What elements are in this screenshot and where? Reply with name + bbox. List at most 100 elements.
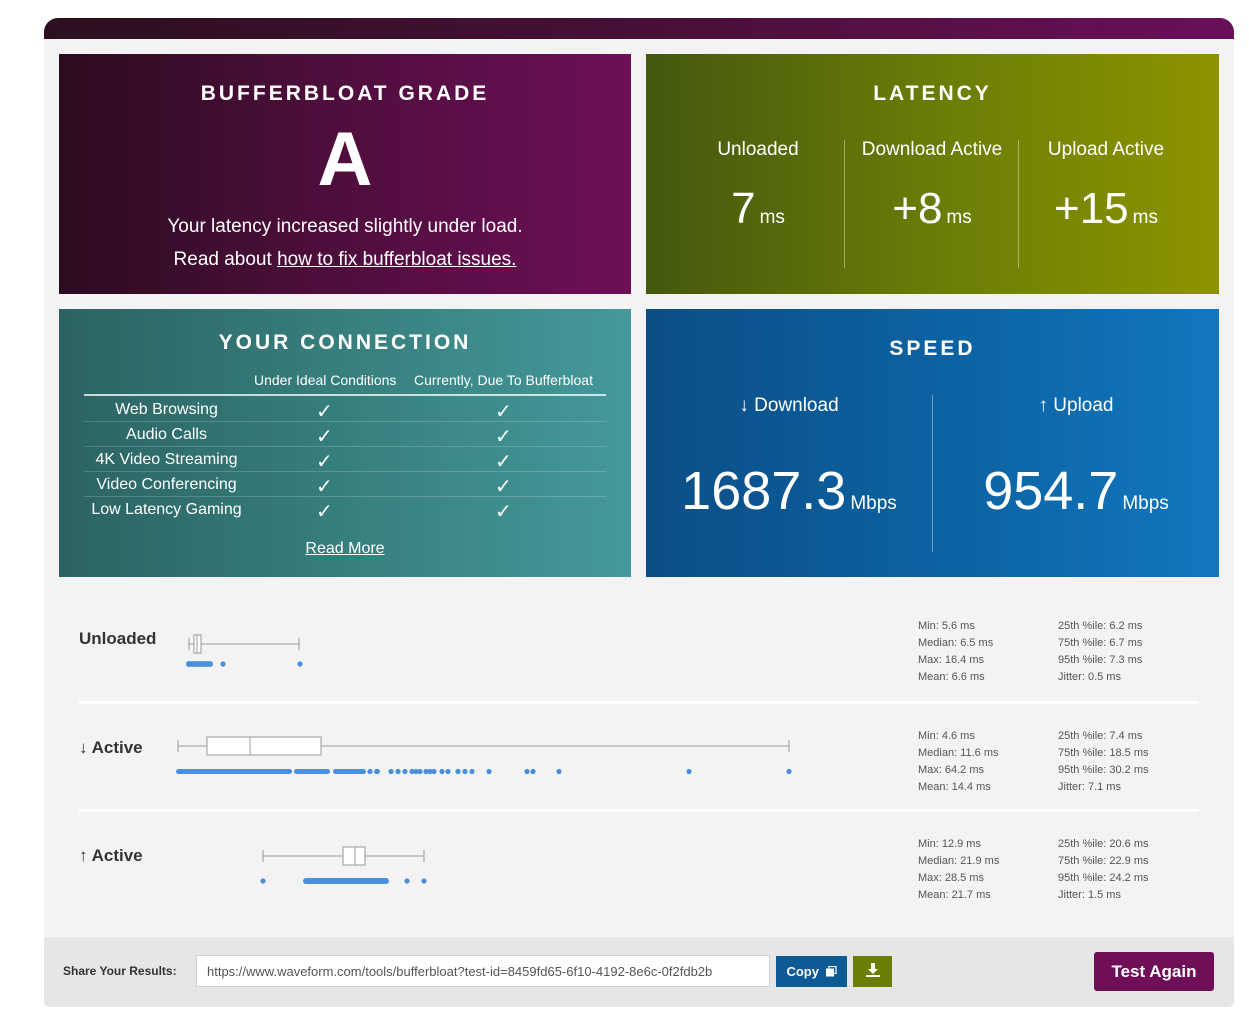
upload-active-section: ↑ Active Min: 12.9 ms Median: 21.9 ms Ma… bbox=[44, 832, 1234, 922]
section-divider bbox=[79, 701, 1199, 704]
stat-jitter: Jitter: 1.5 ms bbox=[1058, 889, 1121, 901]
latency-label: Unloaded bbox=[717, 139, 799, 160]
download-results-button[interactable] bbox=[853, 956, 892, 987]
check-icon: ✓ bbox=[495, 451, 512, 473]
download-active-section: ↓ Active Min: bbox=[44, 724, 1234, 809]
upload-unit: Mbps bbox=[1122, 493, 1169, 514]
check-icon: ✓ bbox=[316, 401, 333, 423]
upload-label: ↑ Upload bbox=[1038, 395, 1114, 416]
read-about-prefix: Read about bbox=[173, 249, 278, 270]
latency-value: +8 ms bbox=[845, 184, 1019, 234]
stat-mean: Mean: 6.6 ms bbox=[918, 671, 985, 683]
check-icon: ✓ bbox=[316, 426, 333, 448]
stat-min: Min: 12.9 ms bbox=[918, 838, 981, 850]
latency-label: Download Active bbox=[861, 139, 1003, 160]
speed-divider bbox=[932, 395, 933, 552]
latency-divider bbox=[1018, 140, 1019, 268]
test-again-button[interactable]: Test Again bbox=[1094, 952, 1214, 991]
connection-header-rule bbox=[84, 394, 606, 396]
check-icon: ✓ bbox=[316, 501, 333, 523]
latency-divider bbox=[844, 140, 845, 268]
section-title: Unloaded bbox=[79, 629, 157, 648]
unloaded-boxplot bbox=[186, 634, 303, 667]
fix-bufferbloat-link[interactable]: how to fix bufferbloat issues. bbox=[277, 249, 517, 270]
stat-p95: 95th %ile: 7.3 ms bbox=[1058, 654, 1143, 666]
speed-upload: ↑ Upload 954.7 Mbps bbox=[933, 395, 1219, 555]
download-unit: Mbps bbox=[850, 493, 897, 514]
connection-col-ideal: Under Ideal Conditions bbox=[254, 372, 397, 388]
grade-panel: BUFFERBLOAT GRADE A Your latency increas… bbox=[59, 54, 631, 294]
stat-jitter: Jitter: 7.1 ms bbox=[1058, 781, 1121, 793]
speed-panel: SPEED ↓ Download 1687.3 Mbps ↑ Upload 954… bbox=[646, 309, 1219, 577]
latency-unloaded: Unloaded 7 ms bbox=[671, 139, 845, 269]
connection-title: YOUR CONNECTION bbox=[218, 331, 472, 354]
stats-left: Min: 5.6 ms Median: 6.5 ms Max: 16.4 ms … bbox=[918, 618, 993, 686]
latency-value: 7 ms bbox=[671, 184, 845, 234]
read-more-link[interactable]: Read More bbox=[305, 540, 385, 557]
connection-row-label: Web Browsing bbox=[115, 401, 218, 418]
latency-title: LATENCY bbox=[873, 82, 992, 105]
grade-read-about: Read about how to fix bufferbloat issues… bbox=[59, 249, 631, 271]
stats-left: Min: 12.9 ms Median: 21.9 ms Max: 28.5 m… bbox=[918, 836, 999, 904]
download-value: 1687.3 Mbps bbox=[646, 460, 932, 522]
check-icon: ✓ bbox=[495, 426, 512, 448]
read-more: Read More bbox=[59, 540, 631, 558]
latency-unit: ms bbox=[946, 207, 972, 228]
stat-max: Max: 64.2 ms bbox=[918, 764, 985, 776]
stat-median: Median: 21.9 ms bbox=[918, 855, 1000, 867]
stat-mean: Mean: 14.4 ms bbox=[918, 781, 991, 793]
check-icon: ✓ bbox=[495, 401, 512, 423]
stat-p25: 25th %ile: 7.4 ms bbox=[1058, 730, 1143, 742]
grade-description: Your latency increased slightly under lo… bbox=[167, 216, 523, 237]
latency-number: +8 bbox=[892, 184, 943, 233]
copy-label: Copy bbox=[786, 964, 819, 979]
speed-download: ↓ Download 1687.3 Mbps bbox=[646, 395, 932, 555]
upload-value: 954.7 Mbps bbox=[933, 460, 1219, 522]
stat-mean: Mean: 21.7 ms bbox=[918, 889, 991, 901]
stat-median: Median: 6.5 ms bbox=[918, 637, 994, 649]
stat-min: Min: 4.6 ms bbox=[918, 730, 975, 742]
share-footer: Share Your Results: Copy Test Again bbox=[44, 937, 1234, 1007]
latency-unit: ms bbox=[759, 207, 785, 228]
latency-unit: ms bbox=[1132, 207, 1158, 228]
grade-letter: A bbox=[317, 117, 373, 202]
check-icon: ✓ bbox=[316, 476, 333, 498]
results-card: BUFFERBLOAT GRADE A Your latency increas… bbox=[44, 18, 1234, 1007]
stat-p95: 95th %ile: 30.2 ms bbox=[1058, 764, 1149, 776]
copy-button[interactable]: Copy bbox=[776, 956, 847, 987]
download-icon bbox=[865, 963, 880, 977]
connection-col-current: Currently, Due To Bufferbloat bbox=[414, 372, 593, 388]
stat-max: Max: 16.4 ms bbox=[918, 654, 985, 666]
stats-right: 25th %ile: 20.6 ms 75th %ile: 22.9 ms 95… bbox=[1058, 836, 1149, 904]
connection-row: Video Conferencing ✓ ✓ bbox=[84, 472, 606, 498]
top-accent-bar bbox=[44, 18, 1234, 39]
stat-max: Max: 28.5 ms bbox=[918, 872, 985, 884]
stat-median: Median: 11.6 ms bbox=[918, 747, 999, 759]
share-label: Share Your Results: bbox=[63, 964, 177, 978]
stats-left: Min: 4.6 ms Median: 11.6 ms Max: 64.2 ms… bbox=[918, 728, 999, 796]
connection-row: 4K Video Streaming ✓ ✓ bbox=[84, 447, 606, 473]
copy-icon bbox=[825, 965, 837, 977]
connection-row: Audio Calls ✓ ✓ bbox=[84, 422, 606, 448]
stat-p95: 95th %ile: 24.2 ms bbox=[1058, 872, 1149, 884]
stat-p75: 75th %ile: 6.7 ms bbox=[1058, 637, 1143, 649]
connection-row-label: Low Latency Gaming bbox=[91, 501, 242, 518]
latency-upload-active: Upload Active +15 ms bbox=[1019, 139, 1193, 269]
connection-row-label: 4K Video Streaming bbox=[95, 451, 238, 468]
section-divider bbox=[79, 809, 1199, 812]
stat-min: Min: 5.6 ms bbox=[918, 620, 975, 632]
connection-row: Web Browsing ✓ ✓ bbox=[84, 397, 606, 423]
stat-jitter: Jitter: 0.5 ms bbox=[1058, 671, 1121, 683]
stat-p25: 25th %ile: 20.6 ms bbox=[1058, 838, 1149, 850]
latency-panel: LATENCY Unloaded 7 ms Download Active +8 m… bbox=[646, 54, 1219, 294]
share-url-input[interactable] bbox=[196, 955, 770, 987]
section-title: ↑ Active bbox=[79, 846, 143, 865]
download-number: 1687.3 bbox=[681, 461, 847, 521]
upload-active-boxplot bbox=[260, 846, 427, 884]
speed-title: SPEED bbox=[889, 337, 976, 360]
latency-label: Upload Active bbox=[1047, 139, 1165, 160]
upload-number: 954.7 bbox=[983, 461, 1119, 521]
stat-p75: 75th %ile: 22.9 ms bbox=[1058, 855, 1149, 867]
latency-value: +15 ms bbox=[1019, 184, 1193, 234]
latency-download-active: Download Active +8 ms bbox=[845, 139, 1019, 269]
